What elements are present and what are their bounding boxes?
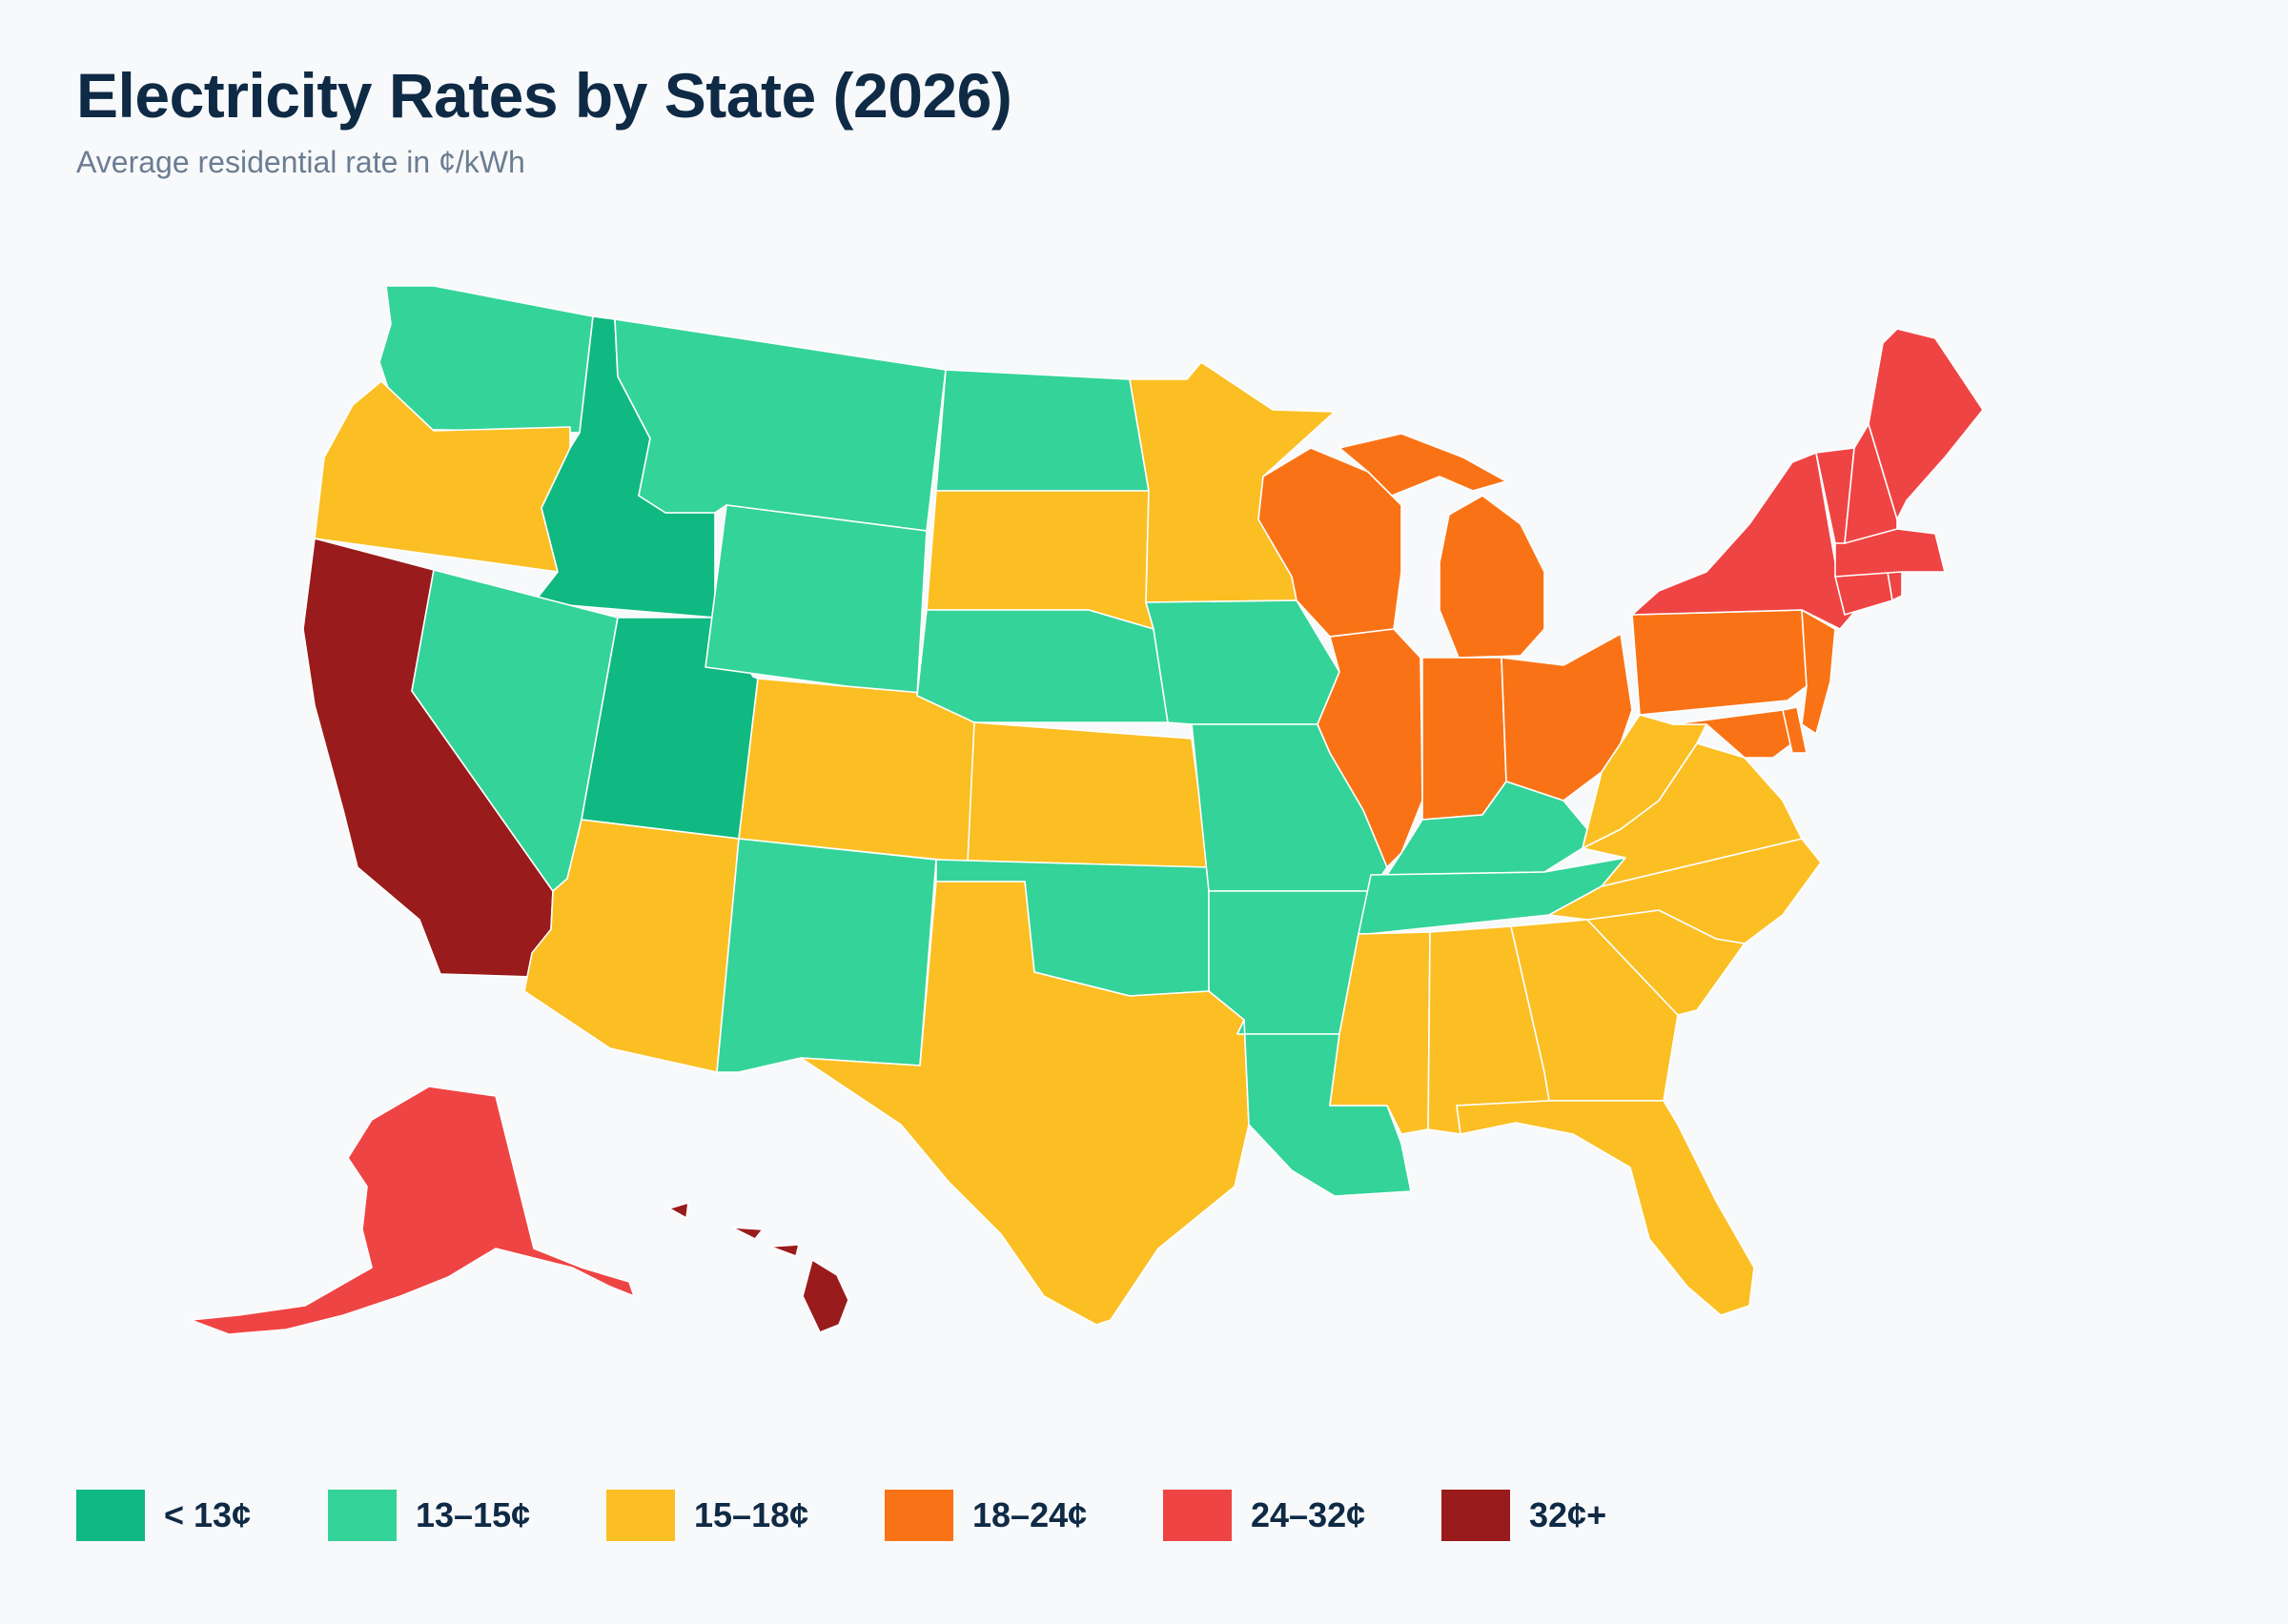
- state-NE[interactable]: [916, 609, 1169, 723]
- state-KS[interactable]: [967, 721, 1210, 868]
- legend-label: 18–24¢: [972, 1495, 1088, 1534]
- legend-label: 32¢+: [1529, 1495, 1607, 1534]
- legend-label: 15–18¢: [694, 1495, 809, 1534]
- legend-label: < 13¢: [164, 1495, 252, 1534]
- state-HI[interactable]: [668, 1202, 849, 1333]
- legend-label: 13–15¢: [416, 1495, 531, 1534]
- state-IL[interactable]: [1317, 628, 1423, 868]
- state-IA[interactable]: [1145, 599, 1340, 725]
- state-NY[interactable]: [1631, 452, 1869, 630]
- state-NJ[interactable]: [1801, 609, 1836, 735]
- state-MT[interactable]: [614, 318, 947, 532]
- state-FL[interactable]: [1456, 1100, 1755, 1316]
- legend-swatch: [606, 1490, 675, 1541]
- state-WY[interactable]: [705, 504, 928, 697]
- state-NM[interactable]: [716, 838, 937, 1073]
- state-DE[interactable]: [1782, 706, 1808, 754]
- state-ND[interactable]: [935, 369, 1150, 492]
- legend: < 13¢ 13–15¢ 15–18¢ 18–24¢ 24–32¢ 32¢+: [76, 1489, 1689, 1542]
- state-SD[interactable]: [926, 490, 1154, 630]
- legend-item-32plus: 32¢+: [1441, 1490, 1689, 1541]
- state-IN[interactable]: [1421, 657, 1507, 821]
- state-MI[interactable]: [1338, 433, 1545, 659]
- legend-label: 24–32¢: [1251, 1495, 1366, 1534]
- legend-swatch: [1441, 1490, 1510, 1541]
- legend-item-lt13: < 13¢: [76, 1490, 328, 1541]
- page-title: Electricity Rates by State (2026): [76, 60, 1012, 131]
- legend-item-18-24: 18–24¢: [885, 1490, 1163, 1541]
- legend-swatch: [885, 1490, 953, 1541]
- legend-item-13-15: 13–15¢: [328, 1490, 606, 1541]
- legend-swatch: [76, 1490, 145, 1541]
- legend-item-24-32: 24–32¢: [1163, 1490, 1441, 1541]
- legend-swatch: [328, 1490, 397, 1541]
- state-NH[interactable]: [1844, 423, 1898, 544]
- state-ME[interactable]: [1868, 328, 1984, 520]
- page-subtitle: Average residential rate in ¢/kWh: [76, 145, 525, 179]
- state-TX[interactable]: [800, 881, 1250, 1326]
- legend-swatch: [1163, 1490, 1232, 1541]
- state-CT[interactable]: [1834, 571, 1893, 616]
- state-PA[interactable]: [1631, 609, 1808, 716]
- legend-item-15-18: 15–18¢: [606, 1490, 885, 1541]
- state-AK[interactable]: [190, 1086, 635, 1335]
